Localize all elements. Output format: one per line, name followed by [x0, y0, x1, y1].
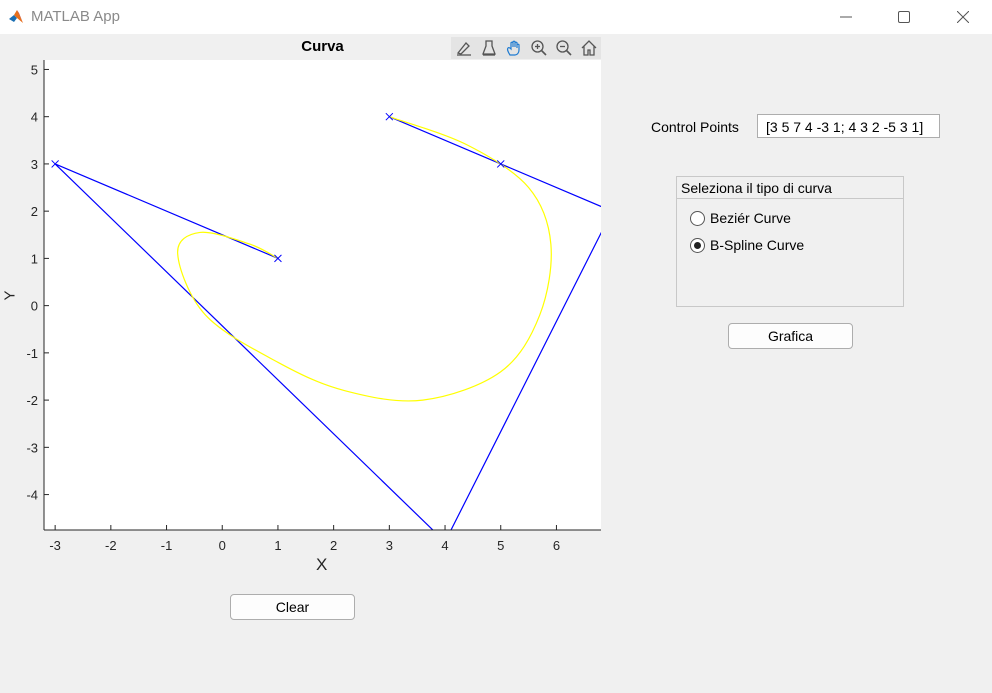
plot-series — [54, 116, 601, 530]
pan-hand-icon — [506, 40, 520, 56]
bspline-label: B-Spline Curve — [710, 237, 805, 253]
y-tick-label: -2 — [26, 393, 38, 408]
control-point-marker — [51, 160, 59, 168]
minimize-button[interactable] — [823, 0, 869, 34]
data-tip-tool[interactable] — [476, 37, 501, 59]
x-tick-label: 4 — [441, 538, 448, 553]
close-button[interactable] — [940, 0, 986, 34]
bezier-label: Beziér Curve — [710, 210, 791, 226]
bspline-radio[interactable] — [690, 237, 705, 253]
x-tick-label: -3 — [49, 538, 61, 553]
zoom-in-icon — [530, 40, 547, 56]
brush-icon — [456, 42, 471, 56]
control-point-marker — [496, 160, 505, 168]
y-tick-label: 5 — [31, 62, 38, 77]
maximize-icon — [898, 11, 910, 23]
control-points-input[interactable]: [3 5 7 4 -3 1; 4 3 2 -5 3 1] — [757, 114, 940, 138]
zoom-in-tool[interactable] — [526, 37, 551, 59]
control-point-marker — [274, 254, 282, 263]
matlab-logo-icon — [8, 9, 24, 25]
y-tick-label: 2 — [31, 204, 38, 219]
bezier-radio[interactable] — [690, 210, 705, 226]
curve-type-group: Seleziona il tipo di curva Beziér Curve … — [676, 176, 904, 307]
y-axis-label: Y — [1, 290, 19, 301]
restore-view-tool[interactable] — [576, 37, 601, 59]
close-icon — [957, 11, 969, 23]
y-tick-label: -1 — [26, 346, 38, 361]
y-tick-label: -4 — [26, 488, 38, 503]
x-tick-label: 6 — [553, 538, 560, 553]
x-tick-label: 2 — [330, 538, 337, 553]
curve-plot[interactable]: -3 -2 -1 0 1 2 3 4 5 6 5 4 3 2 1 0 -1 -2 -3 -4 — [0, 50, 640, 590]
x-axis-label: X — [316, 555, 328, 574]
control-points-label: Control Points — [651, 119, 739, 135]
yellow-curve-line — [177, 116, 552, 402]
grafica-button[interactable]: Grafica — [728, 323, 853, 349]
data-tip-icon — [481, 40, 496, 56]
blue-polygon-line — [54, 116, 601, 530]
control-point-marker — [609, 208, 616, 215]
control-point-marker — [385, 112, 394, 121]
x-tick-label: -2 — [105, 538, 117, 553]
x-tick-label: -1 — [161, 538, 173, 553]
x-tick-label: 1 — [274, 538, 281, 553]
title-bar: MATLAB App — [0, 0, 992, 34]
axes-background — [44, 60, 601, 530]
x-tick-label: 5 — [497, 538, 504, 553]
control-point-markers — [51, 112, 616, 263]
y-tick-label: -3 — [26, 440, 38, 455]
pan-tool[interactable] — [501, 37, 526, 59]
brush-tool[interactable] — [451, 37, 476, 59]
y-tick-label: 0 — [31, 299, 38, 314]
radio-selected-dot — [694, 241, 701, 249]
curve-type-title: Seleziona il tipo di curva — [677, 177, 903, 199]
axis-ticks: -3 -2 -1 0 1 2 3 4 5 6 5 4 3 2 1 0 -1 -2 -3 -4 — [26, 62, 560, 553]
x-tick-label: 3 — [386, 538, 393, 553]
y-tick-label: 4 — [31, 110, 38, 125]
y-tick-label: 3 — [31, 157, 38, 172]
axes-toolbar — [451, 37, 601, 59]
bezier-option[interactable]: Beziér Curve — [690, 210, 791, 226]
bspline-option[interactable]: B-Spline Curve — [690, 237, 804, 253]
home-icon — [581, 40, 596, 56]
clear-button[interactable]: Clear — [230, 594, 355, 620]
zoom-out-icon — [555, 40, 572, 56]
zoom-out-tool[interactable] — [551, 37, 576, 59]
plot-title: Curva — [301, 38, 344, 55]
x-tick-label: 0 — [219, 538, 226, 553]
y-tick-label: 1 — [31, 251, 38, 266]
window-title: MATLAB App — [31, 8, 120, 25]
maximize-button[interactable] — [881, 0, 927, 34]
minimize-icon — [840, 16, 852, 18]
